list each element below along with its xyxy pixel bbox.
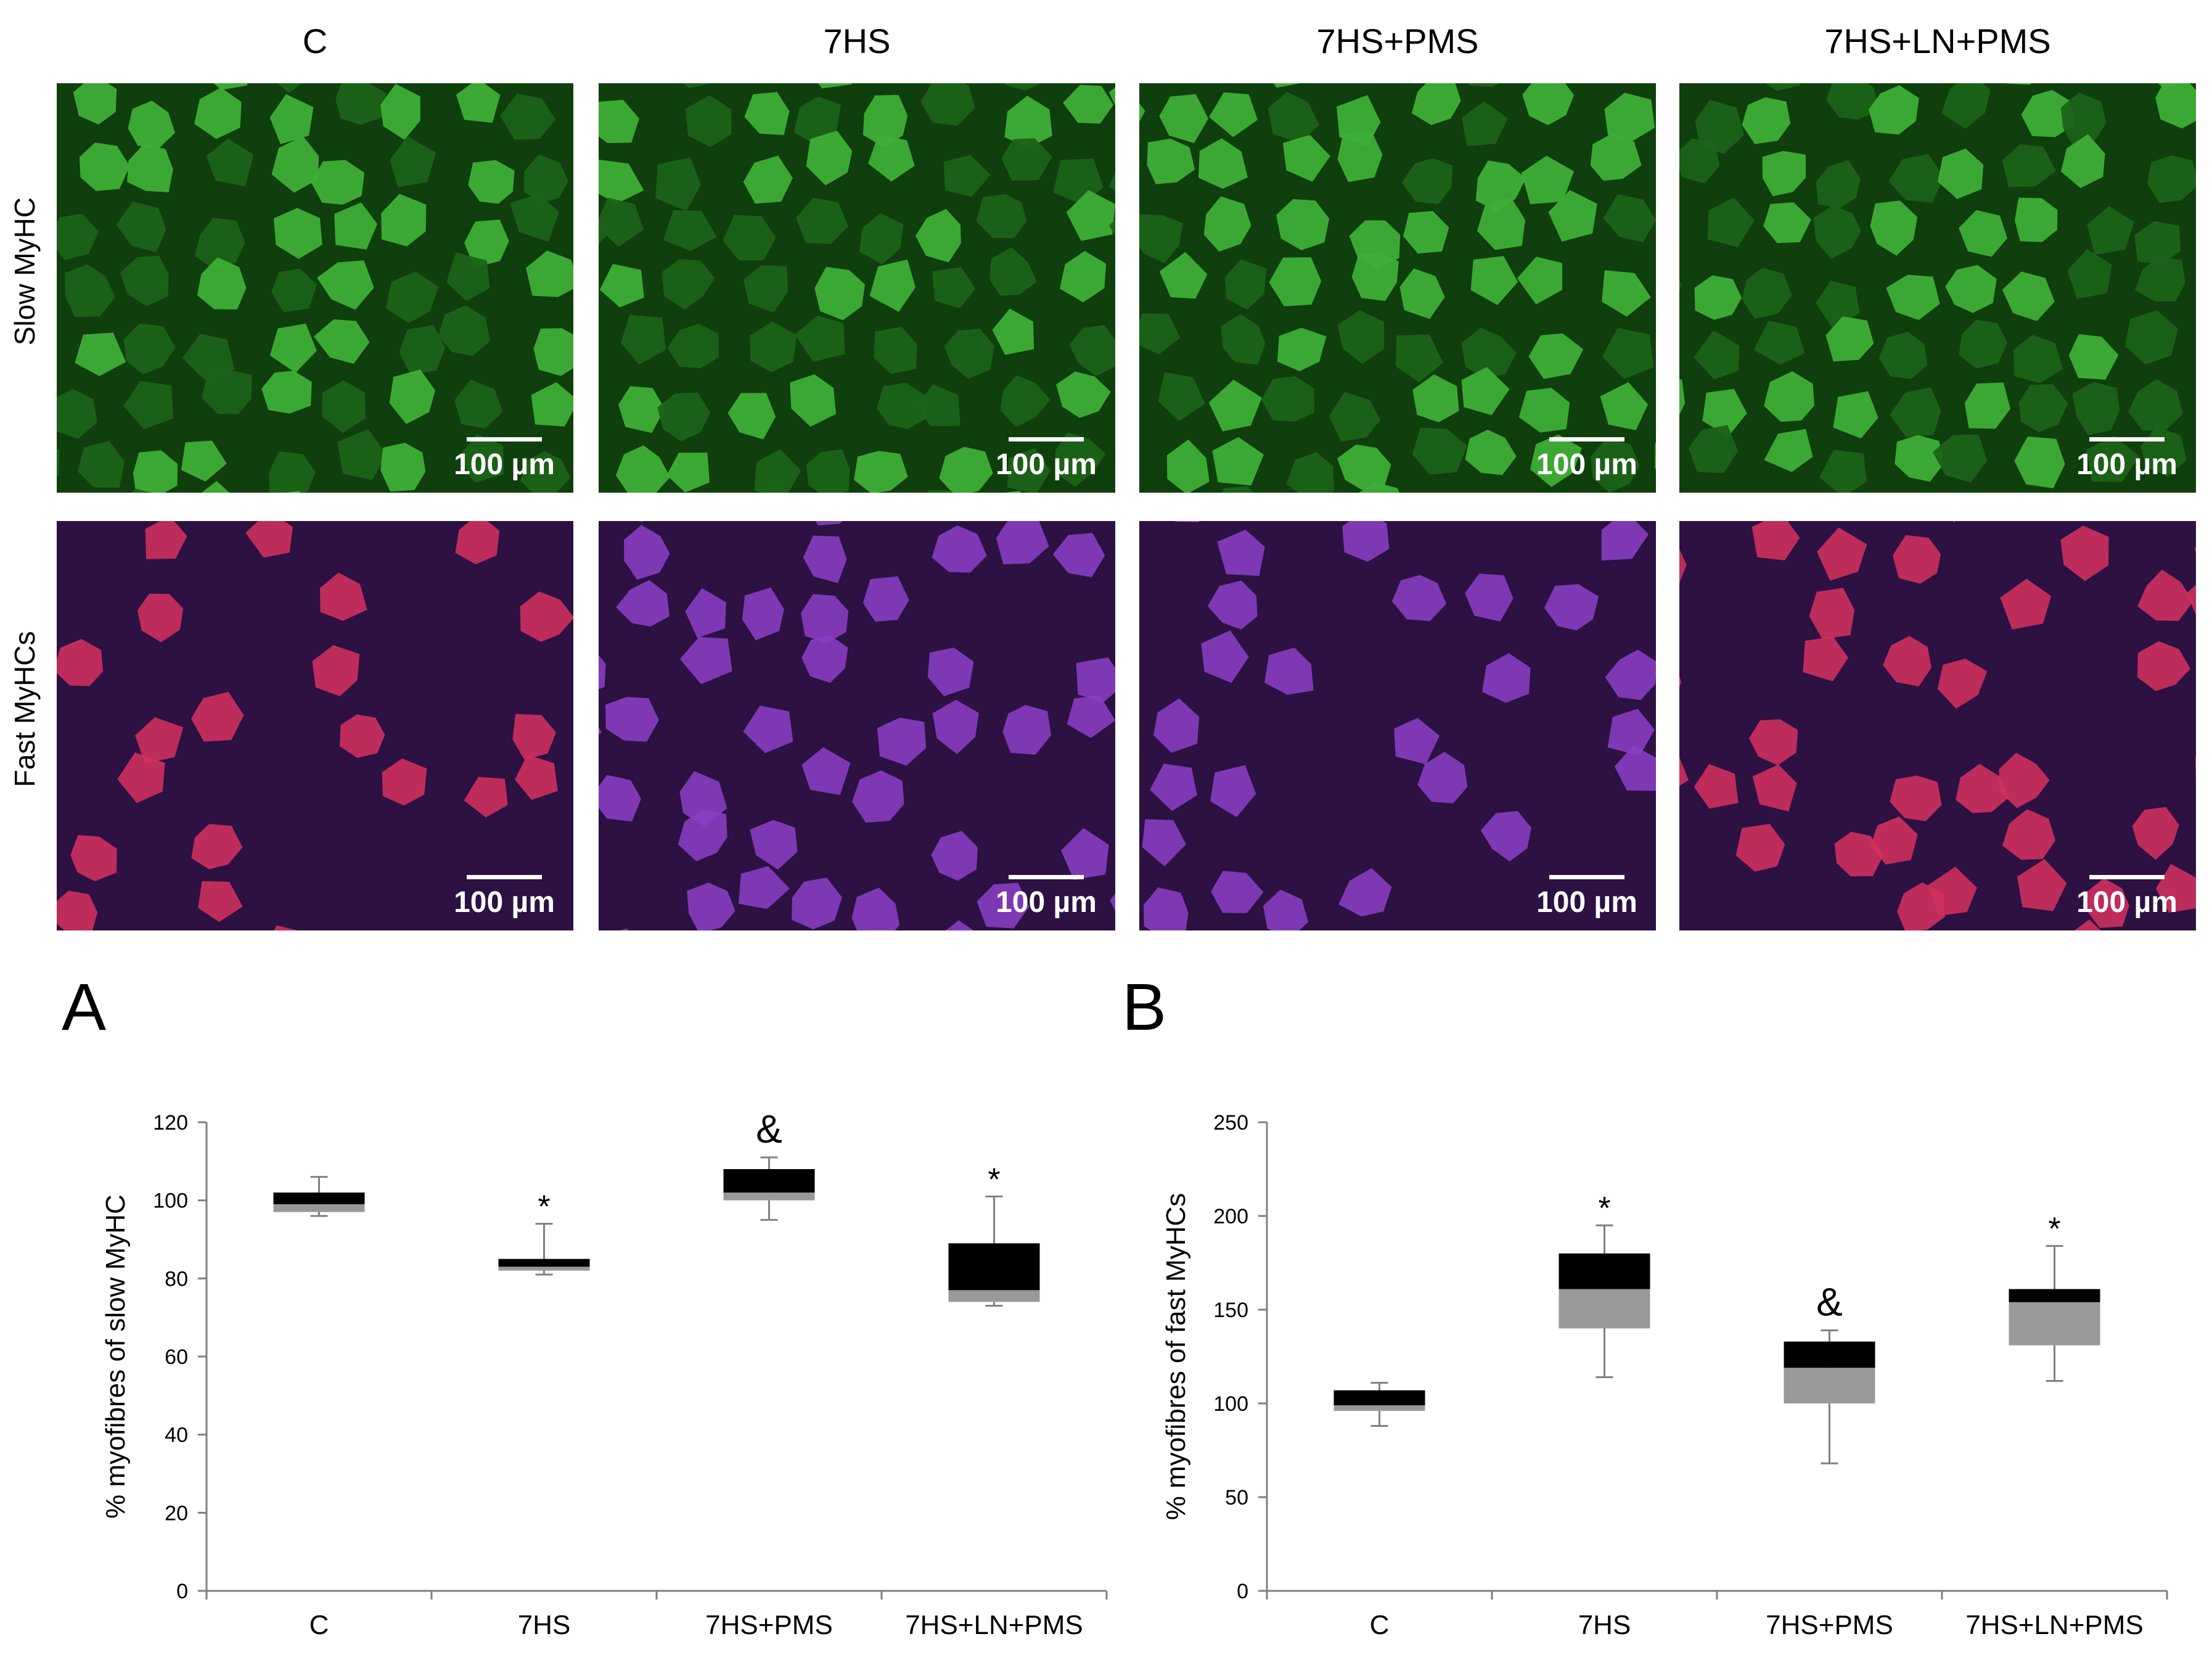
y-tick-label: 40 bbox=[165, 1424, 188, 1447]
micrograph-slow-7hs-ln-pms: 100 µm bbox=[1679, 83, 2196, 493]
box-C bbox=[273, 1176, 365, 1217]
y-tick-label: 0 bbox=[1237, 1580, 1248, 1603]
micrograph-fast-7hs-ln-pms: 100 µm bbox=[1679, 521, 2196, 930]
box-7HS+LN+PMS: * bbox=[2009, 1212, 2100, 1382]
box-upper-quartile bbox=[948, 1243, 1040, 1291]
x-tick-label: 7HS+LN+PMS bbox=[1965, 1610, 2144, 1640]
box-chart-slow: 0 20 40 60 80 100 120 C 7HS 7HS+PMS 7HS+LN+PMS % my… bbox=[100, 1107, 1108, 1640]
micrograph-fast-c: 100 µm bbox=[57, 521, 573, 930]
significance-mark: * bbox=[1598, 1191, 1610, 1226]
scale-bar-label: 100 µm bbox=[2076, 886, 2177, 919]
box-lower-quartile bbox=[273, 1204, 365, 1212]
significance-mark: * bbox=[988, 1162, 1000, 1197]
box-C bbox=[1333, 1382, 1425, 1427]
micrograph-slow-7hs: 100 µm bbox=[599, 83, 1115, 493]
box-upper-quartile bbox=[723, 1169, 815, 1193]
x-tick-label: 7HS bbox=[518, 1610, 571, 1640]
column-title-7hs: 7HS bbox=[823, 22, 891, 60]
panel-letter-a: A bbox=[62, 969, 107, 1044]
y-axis-label: % myofibres of slow MyHC bbox=[100, 1194, 131, 1519]
significance-mark: * bbox=[2048, 1212, 2060, 1247]
box-chart-fast: 0 50 100 150 200 250 C 7HS 7HS+PMS 7HS+LN+PMS % my… bbox=[1161, 1111, 2168, 1640]
column-title-7hs-ln-pms: 7HS+LN+PMS bbox=[1824, 22, 2051, 60]
box-7HS+LN+PMS: * bbox=[948, 1162, 1040, 1307]
micrograph-fast-7hs: 100 µm bbox=[599, 521, 1115, 930]
y-tick-label: 60 bbox=[165, 1345, 188, 1369]
box-7HS+PMS: & bbox=[1784, 1279, 1875, 1464]
row-title-slow: Slow MyHC bbox=[9, 197, 41, 346]
scale-bar: 100 µm bbox=[985, 875, 1108, 919]
box-7HS+PMS: & bbox=[723, 1107, 815, 1221]
scale-bar: 100 µm bbox=[443, 875, 566, 919]
box-lower-quartile bbox=[498, 1267, 590, 1271]
y-tick-label: 100 bbox=[1213, 1392, 1248, 1416]
box-upper-quartile bbox=[273, 1193, 365, 1204]
box-upper-quartile bbox=[1333, 1390, 1425, 1406]
y-tick-label: 0 bbox=[176, 1580, 188, 1603]
scale-bar-label: 100 µm bbox=[1536, 448, 1637, 481]
significance-mark: * bbox=[538, 1189, 550, 1225]
scale-bar-label: 100 µm bbox=[996, 448, 1097, 481]
column-title-7hs-pms: 7HS+PMS bbox=[1316, 22, 1479, 60]
x-tick-label: C bbox=[309, 1610, 329, 1640]
box-7HS: * bbox=[1559, 1191, 1650, 1378]
x-tick-label: 7HS+LN+PMS bbox=[905, 1610, 1083, 1640]
box-upper-quartile bbox=[1784, 1341, 1875, 1368]
box-upper-quartile bbox=[498, 1259, 590, 1267]
significance-mark: & bbox=[1816, 1279, 1843, 1324]
scale-bar: 100 µm bbox=[2065, 437, 2189, 482]
panel-letter-b: B bbox=[1122, 969, 1167, 1044]
box-upper-quartile bbox=[1559, 1253, 1650, 1289]
scale-bar-label: 100 µm bbox=[2076, 448, 2177, 481]
scale-bar-label: 100 µm bbox=[996, 886, 1097, 919]
y-tick-label: 250 bbox=[1213, 1111, 1248, 1135]
box-upper-quartile bbox=[2009, 1289, 2100, 1302]
significance-mark: & bbox=[756, 1107, 782, 1151]
scale-bar: 100 µm bbox=[1525, 437, 1649, 482]
scale-bar: 100 µm bbox=[985, 437, 1108, 482]
box-lower-quartile bbox=[723, 1193, 815, 1201]
box-lower-quartile bbox=[948, 1290, 1040, 1302]
micrograph-slow-7hs-pms: 100 µm bbox=[1139, 83, 1656, 493]
y-tick-label: 100 bbox=[153, 1189, 188, 1213]
scale-bar: 100 µm bbox=[443, 437, 566, 482]
x-tick-label: 7HS+PMS bbox=[705, 1610, 833, 1640]
scale-bar-label: 100 µm bbox=[1536, 886, 1637, 919]
scale-bar-label: 100 µm bbox=[454, 448, 555, 481]
scale-bar-label: 100 µm bbox=[454, 886, 555, 919]
box-lower-quartile bbox=[1333, 1405, 1425, 1411]
y-axis-label: % myofibres of fast MyHCs bbox=[1161, 1193, 1191, 1521]
y-tick-label: 80 bbox=[165, 1267, 188, 1291]
y-tick-label: 50 bbox=[1225, 1486, 1248, 1509]
micrograph-slow-c: 100 µm bbox=[57, 83, 573, 493]
y-tick-label: 120 bbox=[153, 1111, 188, 1135]
box-lower-quartile bbox=[1784, 1368, 1875, 1403]
column-title-c: C bbox=[302, 22, 328, 60]
x-tick-label: C bbox=[1370, 1610, 1390, 1640]
box-lower-quartile bbox=[1559, 1289, 1650, 1329]
y-tick-label: 150 bbox=[1213, 1299, 1248, 1322]
box-lower-quartile bbox=[2009, 1302, 2100, 1345]
y-tick-label: 200 bbox=[1213, 1205, 1248, 1228]
box-7HS: * bbox=[498, 1189, 590, 1276]
row-title-fast: Fast MyHCs bbox=[9, 631, 41, 787]
x-tick-label: 7HS bbox=[1578, 1610, 1631, 1640]
y-tick-label: 20 bbox=[165, 1501, 188, 1525]
micrograph-fast-7hs-pms: 100 µm bbox=[1139, 521, 1656, 930]
scale-bar: 100 µm bbox=[2065, 875, 2189, 919]
x-tick-label: 7HS+PMS bbox=[1766, 1610, 1893, 1640]
scale-bar: 100 µm bbox=[1525, 875, 1649, 919]
